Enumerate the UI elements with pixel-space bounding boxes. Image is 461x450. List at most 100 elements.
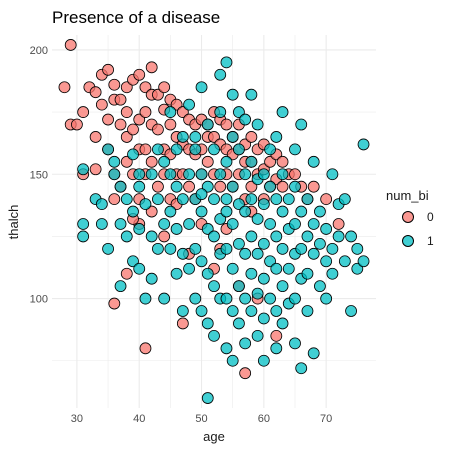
data-point-series-1	[276, 317, 289, 330]
data-point-series-0	[220, 118, 233, 131]
data-point-series-1	[320, 255, 333, 268]
data-point-series-1	[307, 218, 320, 230]
data-point-series-0	[89, 163, 102, 176]
data-point-series-0	[164, 118, 177, 131]
data-point-series-0	[133, 68, 146, 81]
data-point-series-1	[226, 131, 239, 143]
data-point-series-1	[357, 138, 370, 151]
data-point-series-1	[257, 237, 270, 250]
data-point-series-1	[220, 56, 233, 69]
data-point-series-1	[264, 218, 276, 230]
data-point-series-0	[145, 61, 158, 74]
data-points	[58, 39, 370, 404]
data-point-series-1	[276, 205, 289, 218]
data-point-series-1	[176, 131, 189, 143]
data-point-series-1	[295, 205, 308, 218]
data-point-series-0	[120, 267, 133, 280]
data-point-series-1	[226, 88, 239, 101]
data-point-series-1	[195, 205, 208, 218]
data-point-series-1	[257, 198, 270, 210]
data-point-series-1	[208, 329, 220, 342]
data-point-series-1	[183, 218, 195, 230]
data-point-series-1	[276, 280, 289, 293]
data-point-series-1	[276, 242, 289, 255]
data-point-series-1	[245, 305, 258, 317]
data-point-series-1	[332, 230, 345, 243]
data-point-series-1	[264, 143, 276, 156]
data-point-series-1	[201, 267, 214, 280]
data-point-series-0	[77, 106, 90, 118]
data-point-series-1	[282, 193, 295, 206]
data-point-series-1	[326, 242, 339, 255]
data-point-series-0	[108, 78, 121, 91]
data-point-series-1	[251, 213, 264, 225]
data-point-series-0	[214, 180, 227, 193]
data-point-series-0	[102, 63, 114, 76]
data-point-series-0	[183, 180, 195, 193]
data-point-series-1	[108, 155, 121, 168]
data-point-series-1	[226, 180, 239, 193]
data-point-series-1	[114, 218, 127, 230]
data-point-series-1	[226, 305, 239, 317]
data-point-series-1	[152, 242, 164, 255]
data-point-series-1	[257, 312, 270, 325]
data-point-series-1	[289, 292, 301, 305]
data-point-series-1	[345, 230, 357, 243]
data-point-series-1	[158, 292, 171, 305]
tick-labels: 30 40 50 60 70 100 150 200	[30, 45, 333, 425]
data-point-series-1	[176, 305, 189, 317]
data-point-series-0	[64, 39, 77, 51]
data-point-series-1	[307, 347, 320, 360]
data-point-series-1	[152, 143, 164, 156]
data-point-series-1	[164, 106, 177, 118]
data-point-series-0	[139, 106, 152, 118]
data-point-series-1	[208, 193, 220, 206]
data-point-series-0	[114, 118, 127, 131]
data-point-series-0	[58, 81, 71, 94]
data-point-series-1	[201, 392, 214, 404]
data-point-series-1	[95, 198, 108, 210]
data-point-series-1	[139, 198, 152, 210]
data-point-series-0	[108, 297, 121, 310]
data-point-series-1	[289, 218, 301, 230]
data-point-series-1	[251, 287, 264, 300]
data-point-series-0	[152, 180, 164, 193]
data-point-series-1	[127, 148, 139, 161]
data-point-series-1	[195, 305, 208, 317]
data-point-series-1	[314, 205, 326, 218]
data-point-series-1	[270, 193, 283, 206]
data-point-series-1	[220, 155, 233, 168]
data-point-series-1	[301, 193, 314, 206]
data-point-series-1	[183, 262, 195, 275]
data-point-series-1	[270, 342, 283, 355]
data-point-series-0	[276, 180, 289, 193]
data-point-series-0	[114, 93, 127, 106]
data-point-series-1	[170, 223, 183, 235]
data-point-series-1	[245, 193, 258, 206]
data-point-series-1	[189, 143, 202, 156]
data-point-series-1	[220, 342, 233, 355]
data-point-series-1	[320, 223, 333, 235]
data-point-series-0	[276, 155, 289, 168]
data-point-series-1	[345, 305, 357, 317]
data-point-series-1	[133, 262, 146, 275]
legend: num_bi 0 1	[386, 188, 434, 248]
x-tick-label: 50	[195, 413, 207, 425]
data-point-series-1	[145, 168, 158, 181]
data-point-series-1	[133, 168, 146, 181]
data-point-series-1	[301, 305, 314, 317]
data-point-series-1	[77, 218, 90, 230]
data-point-series-1	[208, 280, 220, 293]
data-point-series-1	[120, 193, 133, 206]
y-tick-label: 150	[30, 169, 48, 181]
x-tick-label: 70	[320, 413, 332, 425]
data-point-series-1	[133, 180, 146, 193]
data-point-series-1	[245, 155, 258, 168]
data-point-series-0	[127, 123, 139, 136]
data-point-series-1	[270, 131, 283, 143]
data-point-series-1	[201, 317, 214, 330]
data-point-series-1	[239, 168, 252, 181]
data-point-series-1	[145, 230, 158, 243]
data-point-series-1	[338, 193, 351, 206]
data-point-series-1	[233, 280, 245, 293]
